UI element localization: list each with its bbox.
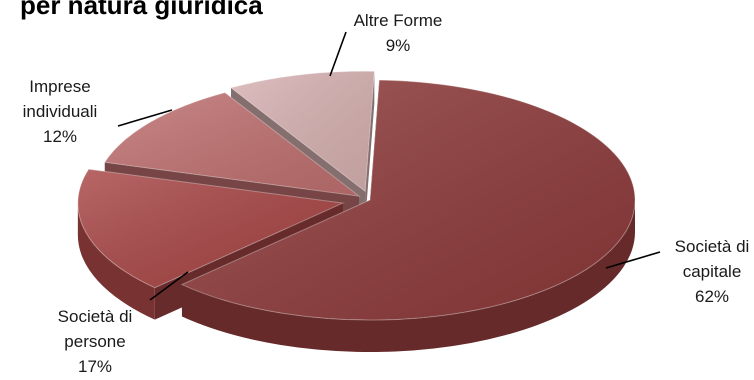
slice-label-societ-di-capitale: Società di capitale 62% (675, 237, 750, 306)
slice-label-line-societ-di-capitale-1: capitale (683, 262, 742, 281)
pie-labels: Società di capitale 62% Società di persone 17… (23, 11, 750, 376)
slice-label-line-societ-di-persone-1: persone (64, 332, 125, 351)
leader-line-societ-di-capitale (605, 251, 661, 269)
slice-label-line-societ-di-capitale-0: Società di (675, 237, 750, 256)
slice-label-line-imprese-individuali-0: Imprese (29, 77, 90, 96)
slice-label-line-societ-di-persone-2: 17% (78, 357, 112, 376)
slice-label-line-societ-di-capitale-2: 62% (695, 287, 729, 306)
slice-label-societ-di-persone: Società di persone 17% (58, 307, 133, 376)
pie-slice-shade-societ-di-capitale (181, 80, 636, 321)
slice-label-line-altre-forme-0: Altre Forme (354, 11, 443, 30)
pie-slice-shade-imprese-individuali (104, 92, 359, 197)
leader-line-altre-forme (329, 31, 347, 77)
pie-tops (77, 70, 636, 321)
chart-title: per natura giuridica (20, 0, 263, 20)
slice-label-line-societ-di-persone-0: Società di (58, 307, 133, 326)
slice-rim-societ-di-capitale-0 (181, 200, 636, 352)
pie-slice-shade-altre-forme (230, 71, 375, 192)
slice-label-line-imprese-individuali-2: 12% (43, 127, 77, 146)
leader-line-imprese-individuali (117, 109, 173, 127)
slice-label-line-imprese-individuali-1: individuali (23, 102, 98, 121)
slice-rim-societ-di-persone-0 (77, 203, 155, 320)
slice-label-line-altre-forme-1: 9% (386, 36, 411, 55)
slice-radial-face-altre-forme-1 (365, 71, 375, 224)
leader-line-societ-di-persone (149, 271, 189, 301)
pie-slice-shade-societ-di-persone (77, 169, 343, 288)
slice-label-altre-forme: Altre Forme 9% (354, 11, 443, 55)
slice-label-imprese-individuali: Imprese individuali 12% (23, 77, 98, 146)
